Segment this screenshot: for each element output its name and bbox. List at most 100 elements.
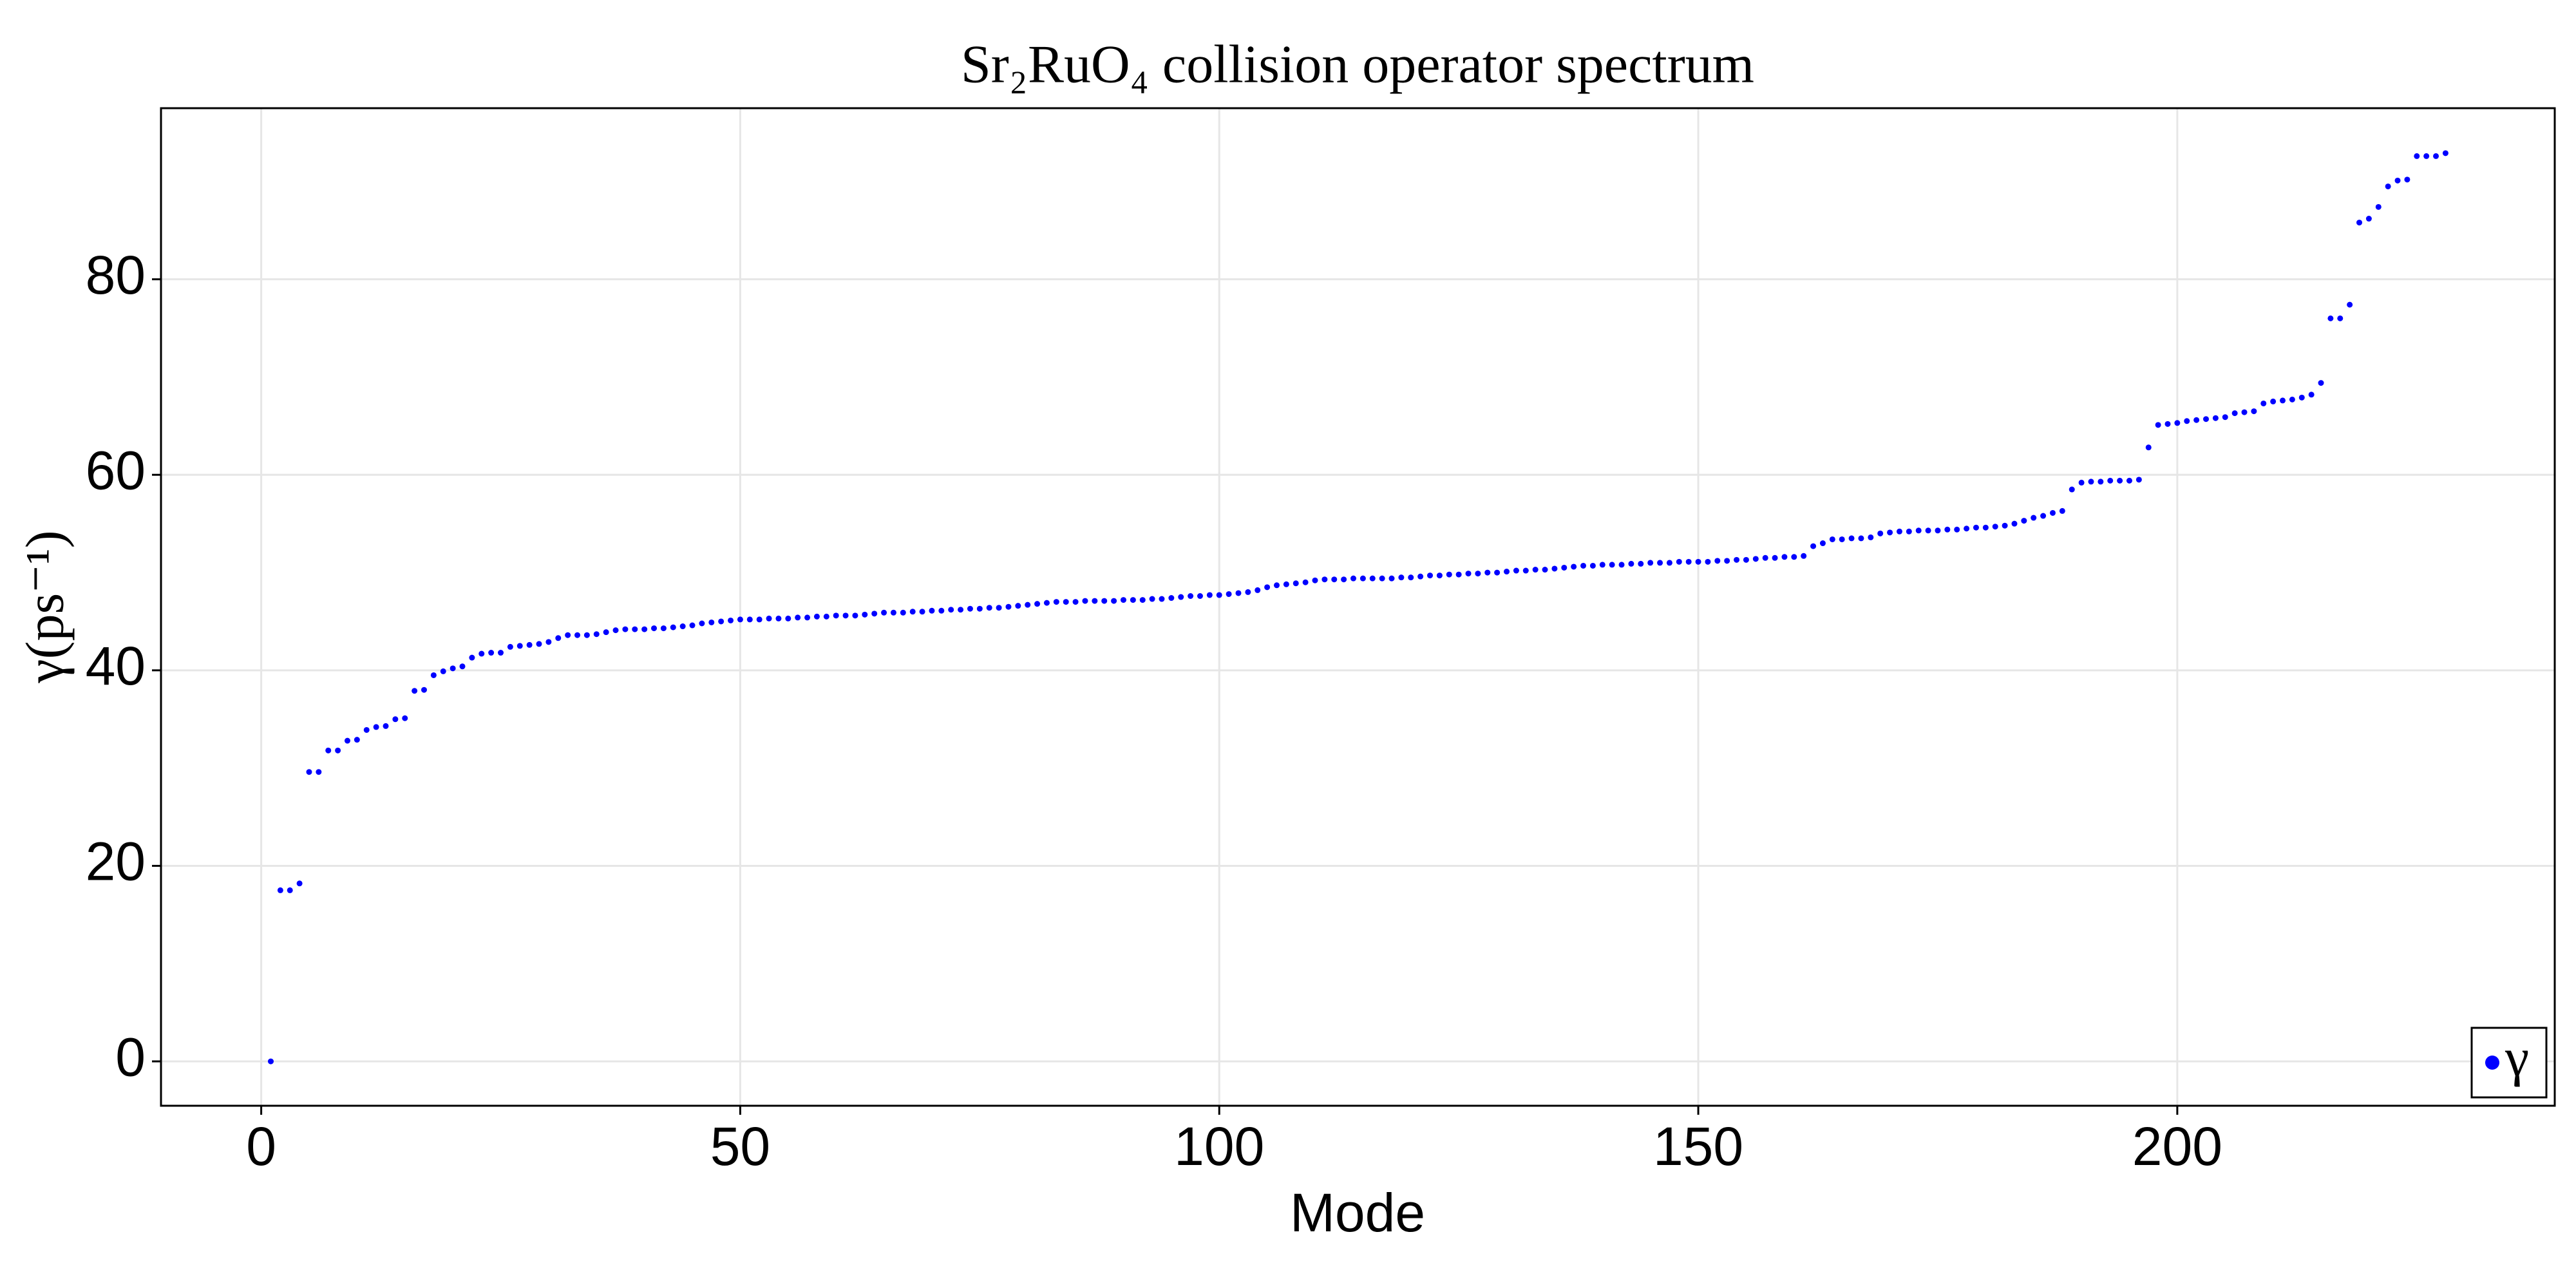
point xyxy=(1293,580,1299,587)
point xyxy=(1522,567,1529,574)
point xyxy=(2098,478,2104,485)
point xyxy=(785,615,791,621)
point xyxy=(2385,183,2391,189)
point xyxy=(890,609,896,616)
x-axis-label: Mode xyxy=(1290,1182,1425,1243)
point xyxy=(766,615,772,621)
y-tick-label: 80 xyxy=(86,245,146,305)
point xyxy=(2155,422,2161,428)
point xyxy=(813,613,820,620)
point xyxy=(1043,600,1050,606)
point xyxy=(335,747,341,753)
point xyxy=(1513,567,1519,574)
point xyxy=(2337,315,2344,321)
point xyxy=(871,611,878,617)
point xyxy=(1561,564,1567,571)
x-tick-label: 150 xyxy=(1653,1116,1743,1177)
point xyxy=(976,605,983,612)
point xyxy=(1494,569,1501,576)
chart-title: Sr₂RuO₄ collision operator spectrum xyxy=(961,34,1754,94)
point xyxy=(1925,527,1931,534)
point xyxy=(2347,301,2353,308)
point xyxy=(1801,553,1807,559)
point xyxy=(498,650,504,656)
point xyxy=(1149,596,1155,602)
point xyxy=(287,887,293,893)
point xyxy=(2289,396,2295,402)
point xyxy=(2251,408,2257,415)
point xyxy=(2433,153,2439,159)
point xyxy=(344,737,350,744)
point xyxy=(1398,574,1405,581)
point xyxy=(354,737,360,743)
point xyxy=(1647,560,1654,566)
point xyxy=(488,650,495,656)
point xyxy=(1235,590,1242,596)
point xyxy=(450,665,456,672)
point xyxy=(1273,582,1280,589)
point xyxy=(1063,599,1069,605)
point xyxy=(1657,560,1663,566)
point xyxy=(2231,410,2238,417)
point xyxy=(1484,569,1491,576)
point xyxy=(2280,397,2286,404)
x-tick-label: 200 xyxy=(2132,1116,2222,1177)
plot-frame xyxy=(160,107,2556,1107)
point xyxy=(909,609,916,615)
point xyxy=(660,625,667,632)
point xyxy=(756,616,762,623)
point xyxy=(1580,562,1587,569)
point xyxy=(929,607,935,614)
point xyxy=(1082,598,1088,604)
point xyxy=(306,769,312,775)
point xyxy=(1216,592,1222,598)
point xyxy=(478,650,485,657)
point xyxy=(679,623,686,630)
point xyxy=(459,663,466,670)
point xyxy=(1159,596,1165,602)
point xyxy=(1868,534,1874,540)
point xyxy=(1551,565,1558,572)
point xyxy=(583,632,590,638)
y-axis-label: γ(ps⁻¹) xyxy=(15,530,75,683)
point xyxy=(555,635,562,641)
point xyxy=(1992,524,1998,530)
point xyxy=(421,687,428,693)
legend-marker xyxy=(2485,1056,2499,1070)
x-tick-label: 100 xyxy=(1174,1116,1264,1177)
point xyxy=(1005,603,1012,610)
point xyxy=(1388,575,1395,582)
point xyxy=(2318,380,2324,386)
point xyxy=(823,613,829,620)
point xyxy=(2117,477,2123,484)
point xyxy=(1255,587,1261,593)
point xyxy=(1475,571,1481,577)
point xyxy=(689,622,696,629)
point xyxy=(804,614,811,621)
point xyxy=(1666,560,1672,566)
point xyxy=(565,632,571,638)
point xyxy=(1829,536,1835,542)
point xyxy=(699,620,705,627)
point xyxy=(1436,573,1443,579)
point xyxy=(516,643,523,649)
point xyxy=(2002,522,2008,529)
point xyxy=(1341,576,1347,583)
point xyxy=(2260,400,2267,406)
point xyxy=(1446,571,1452,578)
point xyxy=(1283,581,1289,587)
point xyxy=(1906,528,1912,535)
point xyxy=(2222,414,2228,421)
point xyxy=(2298,394,2305,401)
point xyxy=(641,626,648,632)
point xyxy=(1379,575,1385,582)
point xyxy=(2078,479,2085,486)
point xyxy=(795,614,801,621)
point xyxy=(1848,535,1855,542)
point xyxy=(1226,591,1232,597)
point xyxy=(392,716,399,723)
point xyxy=(1714,558,1721,564)
point xyxy=(842,612,849,619)
point xyxy=(737,616,743,623)
point xyxy=(1455,571,1462,578)
